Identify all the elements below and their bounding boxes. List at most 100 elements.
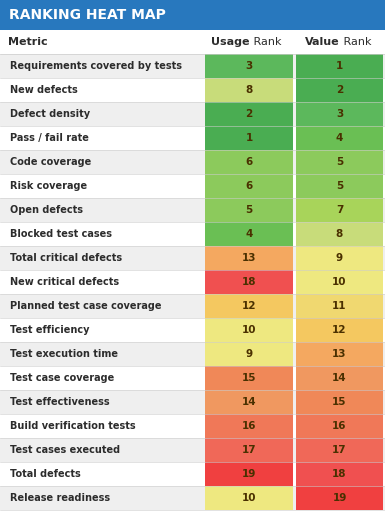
Bar	[0, 390, 385, 414]
Bar	[205, 438, 293, 462]
Text: 1: 1	[245, 133, 253, 143]
Text: 5: 5	[245, 205, 253, 215]
Text: 10: 10	[332, 277, 347, 287]
Text: 9: 9	[246, 349, 253, 359]
Bar	[0, 270, 385, 294]
Text: 6: 6	[245, 181, 253, 191]
Bar	[205, 462, 293, 486]
Bar	[205, 54, 293, 78]
Text: 8: 8	[336, 229, 343, 239]
Bar	[0, 246, 385, 270]
Bar	[296, 294, 383, 318]
Bar	[205, 486, 293, 510]
Bar	[296, 246, 383, 270]
Bar	[205, 174, 293, 198]
Text: 8: 8	[245, 85, 253, 95]
Bar	[205, 222, 293, 246]
Bar	[296, 366, 383, 390]
Bar	[205, 270, 293, 294]
Text: Release readiness: Release readiness	[10, 493, 110, 503]
Bar	[296, 174, 383, 198]
Bar	[205, 390, 293, 414]
Bar	[0, 0, 385, 30]
Text: 18: 18	[332, 469, 347, 479]
Text: 9: 9	[336, 253, 343, 263]
Text: 16: 16	[242, 421, 256, 431]
Text: 4: 4	[245, 229, 253, 239]
Bar	[0, 318, 385, 342]
Text: Rank: Rank	[340, 37, 372, 47]
Bar	[296, 342, 383, 366]
Bar	[296, 390, 383, 414]
Bar	[0, 366, 385, 390]
Text: 19: 19	[332, 493, 346, 503]
Text: 17: 17	[242, 445, 256, 455]
Text: Rank: Rank	[250, 37, 281, 47]
Text: Pass / fail rate: Pass / fail rate	[10, 133, 89, 143]
Bar	[205, 294, 293, 318]
Bar	[0, 102, 385, 126]
Text: 2: 2	[245, 109, 253, 119]
Text: New critical defects: New critical defects	[10, 277, 119, 287]
Bar	[205, 150, 293, 174]
Text: 3: 3	[336, 109, 343, 119]
Bar	[0, 150, 385, 174]
Bar	[296, 462, 383, 486]
Bar	[0, 30, 385, 54]
Bar	[205, 126, 293, 150]
Bar	[205, 318, 293, 342]
Bar	[0, 462, 385, 486]
Bar	[296, 270, 383, 294]
Text: 10: 10	[242, 325, 256, 335]
Text: 7: 7	[336, 205, 343, 215]
Text: 2: 2	[336, 85, 343, 95]
Text: 6: 6	[245, 157, 253, 167]
Bar	[0, 78, 385, 102]
Text: Total critical defects: Total critical defects	[10, 253, 122, 263]
Text: Test efficiency: Test efficiency	[10, 325, 89, 335]
Text: 1: 1	[336, 61, 343, 71]
Bar	[205, 342, 293, 366]
Text: 12: 12	[242, 301, 256, 311]
Bar	[296, 414, 383, 438]
Text: Requirements covered by tests: Requirements covered by tests	[10, 61, 182, 71]
Text: 15: 15	[332, 397, 347, 407]
Bar	[296, 198, 383, 222]
Bar	[296, 438, 383, 462]
Text: 12: 12	[332, 325, 347, 335]
Text: Risk coverage: Risk coverage	[10, 181, 87, 191]
Bar	[0, 438, 385, 462]
Bar	[0, 198, 385, 222]
Text: 11: 11	[332, 301, 347, 311]
Text: 13: 13	[242, 253, 256, 263]
Text: Build verification tests: Build verification tests	[10, 421, 136, 431]
Bar	[296, 78, 383, 102]
Text: 5: 5	[336, 181, 343, 191]
Text: 17: 17	[332, 445, 347, 455]
Bar	[205, 414, 293, 438]
Bar	[0, 126, 385, 150]
Text: Test case coverage: Test case coverage	[10, 373, 114, 383]
Text: 16: 16	[332, 421, 347, 431]
Bar	[296, 222, 383, 246]
Bar	[205, 102, 293, 126]
Bar	[205, 198, 293, 222]
Bar	[0, 222, 385, 246]
Text: 10: 10	[242, 493, 256, 503]
Text: Usage: Usage	[211, 37, 249, 47]
Text: Metric: Metric	[8, 37, 48, 47]
Bar	[205, 366, 293, 390]
Text: New defects: New defects	[10, 85, 78, 95]
Text: 15: 15	[242, 373, 256, 383]
Bar	[0, 54, 385, 78]
Text: Planned test case coverage: Planned test case coverage	[10, 301, 161, 311]
Text: 5: 5	[336, 157, 343, 167]
Text: Defect density: Defect density	[10, 109, 90, 119]
Text: 13: 13	[332, 349, 347, 359]
Text: 3: 3	[245, 61, 253, 71]
Bar	[296, 486, 383, 510]
Bar	[0, 294, 385, 318]
Text: Code coverage: Code coverage	[10, 157, 91, 167]
Text: Test cases executed: Test cases executed	[10, 445, 120, 455]
Bar	[205, 246, 293, 270]
